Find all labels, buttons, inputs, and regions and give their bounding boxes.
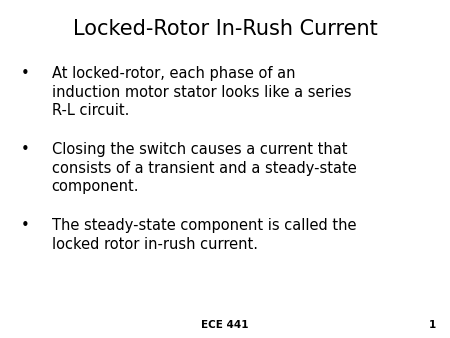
Text: Closing the switch causes a current that
consists of a transient and a steady-st: Closing the switch causes a current that… bbox=[52, 142, 356, 194]
Text: 1: 1 bbox=[429, 319, 436, 330]
Text: •: • bbox=[20, 66, 29, 81]
Text: ECE 441: ECE 441 bbox=[201, 319, 249, 330]
Text: Locked-Rotor In-Rush Current: Locked-Rotor In-Rush Current bbox=[72, 19, 378, 39]
Text: The steady-state component is called the
locked rotor in-rush current.: The steady-state component is called the… bbox=[52, 218, 356, 251]
Text: •: • bbox=[20, 142, 29, 157]
Text: At locked-rotor, each phase of an
induction motor stator looks like a series
R-L: At locked-rotor, each phase of an induct… bbox=[52, 66, 351, 118]
Text: •: • bbox=[20, 218, 29, 233]
